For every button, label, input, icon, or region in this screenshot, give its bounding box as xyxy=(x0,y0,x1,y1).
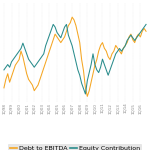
Legend: Debt to EBITDA, Equity Contribution: Debt to EBITDA, Equity Contribution xyxy=(8,144,142,150)
